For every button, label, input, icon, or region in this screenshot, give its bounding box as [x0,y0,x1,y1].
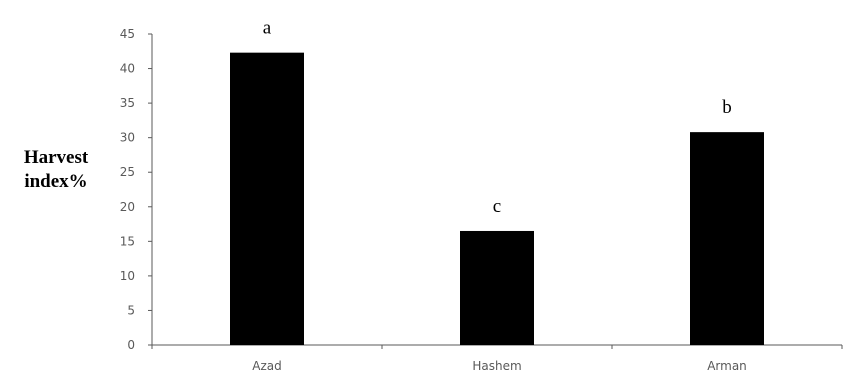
y-tick-label: 45 [120,27,135,41]
significance-letter-arman: b [722,97,732,118]
y-tick-label: 40 [120,62,135,76]
bar-hashem [460,230,534,345]
y-axis-label-line-2: index% [24,171,88,192]
y-tick-label: 20 [120,200,135,214]
y-tick-label: 15 [120,234,135,248]
significance-letter-hashem: c [493,196,501,217]
y-axis-label: Harvest index% [6,146,106,194]
y-tick-label: 5 [127,303,135,317]
x-tick-label-arman: Arman [707,359,747,373]
bar-arman [690,132,764,345]
y-axis-label-line-1: Harvest [23,147,89,168]
x-tick-label-azad: Azad [252,359,281,373]
y-tick-label: 0 [127,338,135,352]
y-tick-label: 10 [120,269,135,283]
y-tick-label: 35 [120,96,135,110]
y-tick-label: 30 [120,131,135,145]
x-tick-label-hashem: Hashem [472,359,521,373]
significance-letter-azad: a [263,18,272,39]
bar-azad [230,52,304,345]
y-tick-label: 25 [120,165,135,179]
